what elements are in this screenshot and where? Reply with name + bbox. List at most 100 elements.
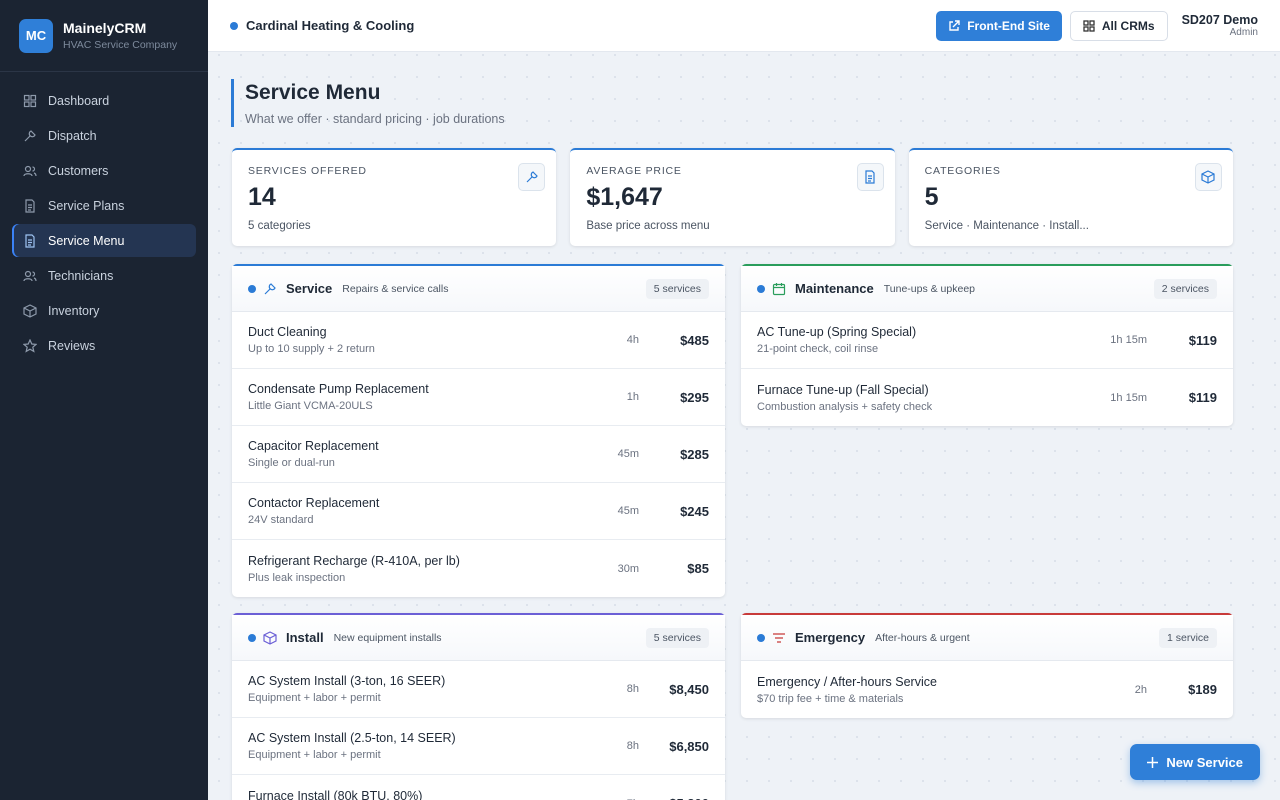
icon bbox=[865, 170, 875, 184]
category-grid: Service Repairs & service calls 5 services… bbox=[232, 264, 1280, 800]
stat-value: $1,647 bbox=[586, 183, 663, 211]
nav: Dashboard Dispatch Customers Service Plans S… bbox=[0, 84, 208, 362]
service-name: AC Tune-up (Spring Special) bbox=[757, 325, 917, 339]
stat-card: SERVICES OFFERED 14 5 categories bbox=[232, 148, 557, 246]
category-count: 2 services bbox=[1153, 278, 1217, 299]
service-row[interactable]: AC Tune-up (Spring Special) 21-point chec… bbox=[741, 312, 1233, 369]
stat-card: CATEGORIES 5 Service · Maintenance · Insta… bbox=[908, 148, 1233, 246]
service-price: $485 bbox=[680, 332, 709, 348]
nav-item[interactable]: Customers bbox=[12, 154, 196, 187]
service-info: Capacitor Replacement Single or dual-run bbox=[248, 439, 618, 469]
service-duration: 4h bbox=[626, 334, 639, 346]
icon bbox=[772, 282, 786, 295]
icon bbox=[526, 171, 538, 183]
logo: MC bbox=[19, 18, 53, 53]
service-name: Furnace Install (80k BTU, 80%) bbox=[248, 788, 423, 800]
stat-note: 5 categories bbox=[248, 220, 311, 232]
category-name: Install bbox=[286, 630, 324, 645]
service-info: Furnace Tune-up (Fall Special) Combustion… bbox=[757, 383, 1110, 413]
company: Cardinal Heating & Cooling bbox=[246, 18, 415, 33]
sidebar: MC MainelyCRM HVAC Service Company Dashb… bbox=[0, 0, 208, 800]
stat-note: Base price across menu bbox=[586, 220, 710, 232]
service-info: Condensate Pump Replacement Little Giant … bbox=[248, 382, 627, 412]
service-row[interactable]: Condensate Pump Replacement Little Giant … bbox=[232, 369, 725, 426]
nav-item[interactable]: Dashboard bbox=[12, 84, 196, 117]
nav-item[interactable]: Service Plans bbox=[12, 189, 196, 222]
category-name: Maintenance bbox=[795, 281, 874, 296]
service-description: Single or dual-run bbox=[248, 457, 335, 469]
service-price: $8,450 bbox=[669, 681, 709, 697]
stats: SERVICES OFFERED 14 5 categories AVERAGE PR… bbox=[232, 148, 1233, 246]
category-name: Emergency bbox=[795, 630, 866, 645]
service-row[interactable]: Contactor Replacement 24V standard 45m $245 bbox=[232, 483, 725, 540]
icon bbox=[23, 94, 37, 107]
service-name: Furnace Tune-up (Fall Special) bbox=[757, 382, 929, 397]
service-info: AC System Install (2.5-ton, 14 SEER) Equi… bbox=[248, 731, 627, 761]
service-info: AC Tune-up (Spring Special) 21-point chec… bbox=[757, 325, 1110, 355]
service-price: $245 bbox=[680, 503, 709, 519]
user[interactable]: SD207 Demo Admin bbox=[1182, 13, 1258, 38]
icon bbox=[23, 303, 37, 318]
nav-label: Dashboard bbox=[48, 93, 110, 108]
icon bbox=[24, 129, 36, 141]
service-row[interactable]: Furnace Install (80k BTU, 80%)Equipment … bbox=[232, 775, 725, 800]
nav-label: Customers bbox=[48, 163, 109, 178]
nav-item[interactable]: Reviews bbox=[12, 329, 196, 362]
service-price: $285 bbox=[680, 446, 709, 462]
service-price: $295 bbox=[680, 389, 709, 405]
category-card: Service Repairs & service calls 5 services… bbox=[232, 264, 725, 597]
service-description: 24V standard bbox=[248, 514, 314, 526]
service-duration: 45m bbox=[617, 448, 639, 460]
stat-icon bbox=[856, 163, 884, 191]
front-end-button[interactable]: Front-End Site bbox=[936, 10, 1062, 41]
stat-card: AVERAGE PRICE $1,647 Base price across men… bbox=[570, 148, 895, 246]
category-card: Emergency After-hours & urgent 1 service Em… bbox=[741, 613, 1233, 718]
nav-label: Service Plans bbox=[48, 198, 125, 213]
service-row[interactable]: Emergency / After-hours Service $70 trip … bbox=[741, 661, 1233, 718]
service-row[interactable]: Duct Cleaning Up to 10 supply + 2 return 4… bbox=[232, 312, 725, 369]
category-dot bbox=[248, 633, 256, 642]
card-header: Maintenance Tune-ups & upkeep 2 services bbox=[741, 266, 1233, 312]
page-title: Service Menu bbox=[245, 81, 381, 104]
nav-item[interactable]: Inventory bbox=[12, 294, 196, 327]
service-name: Contactor Replacement bbox=[248, 496, 380, 510]
service-description: 21-point check, coil rinse bbox=[757, 343, 879, 355]
nav-item[interactable]: Service Menu bbox=[12, 224, 196, 257]
stat-label: AVERAGE PRICE bbox=[586, 165, 682, 177]
service-price: $119 bbox=[1188, 390, 1217, 405]
card-header: Install New equipment installs 5 services bbox=[232, 615, 725, 661]
nav-label: Inventory bbox=[48, 303, 100, 318]
nav-label: Technicians bbox=[48, 268, 114, 283]
button-label: All CRMs bbox=[1101, 18, 1155, 33]
service-name: AC System Install (3-ton, 16 SEER) bbox=[248, 674, 446, 688]
service-row[interactable]: Capacitor Replacement Single or dual-run 4… bbox=[232, 426, 725, 483]
service-row[interactable]: AC System Install (2.5-ton, 14 SEER) Equi… bbox=[232, 718, 725, 775]
nav-item[interactable]: Dispatch bbox=[12, 119, 196, 152]
service-duration: 2h bbox=[1134, 683, 1147, 696]
icon bbox=[1201, 170, 1216, 184]
button-label: Front-End Site bbox=[967, 18, 1050, 33]
button-label: New Service bbox=[1166, 754, 1243, 770]
service-row[interactable]: Refrigerant Recharge (R-410A, per lb) Plu… bbox=[232, 540, 725, 597]
nav-item[interactable]: Technicians bbox=[12, 259, 196, 292]
service-row[interactable]: Furnace Tune-up (Fall Special) Combustion… bbox=[741, 369, 1233, 426]
icon bbox=[25, 198, 35, 213]
service-name: Refrigerant Recharge (R-410A, per lb) bbox=[248, 553, 460, 568]
service-price: $189 bbox=[1188, 682, 1217, 697]
service-description: $70 trip fee + time & materials bbox=[757, 692, 904, 705]
category-dot bbox=[757, 284, 765, 293]
service-description: Combustion analysis + safety check bbox=[757, 400, 933, 413]
new-service-button[interactable]: New Service bbox=[1130, 744, 1260, 780]
brand-subtitle: HVAC Service Company bbox=[63, 39, 178, 51]
service-info: Furnace Install (80k BTU, 80%)Equipment … bbox=[248, 789, 627, 800]
service-name: Emergency / After-hours Service bbox=[757, 674, 937, 689]
service-row[interactable]: AC System Install (3-ton, 16 SEER) Equipm… bbox=[232, 661, 725, 718]
service-duration: 1h bbox=[626, 391, 639, 403]
page-header: Service Menu What we offer · standard pr… bbox=[231, 79, 1280, 127]
icon bbox=[23, 338, 37, 353]
stat-icon bbox=[1194, 163, 1222, 191]
category-dot bbox=[248, 284, 256, 293]
user-role: Admin bbox=[1229, 27, 1258, 38]
all-crms-button[interactable]: All CRMs bbox=[1069, 10, 1168, 41]
brand-name: MainelyCRM bbox=[63, 20, 147, 36]
